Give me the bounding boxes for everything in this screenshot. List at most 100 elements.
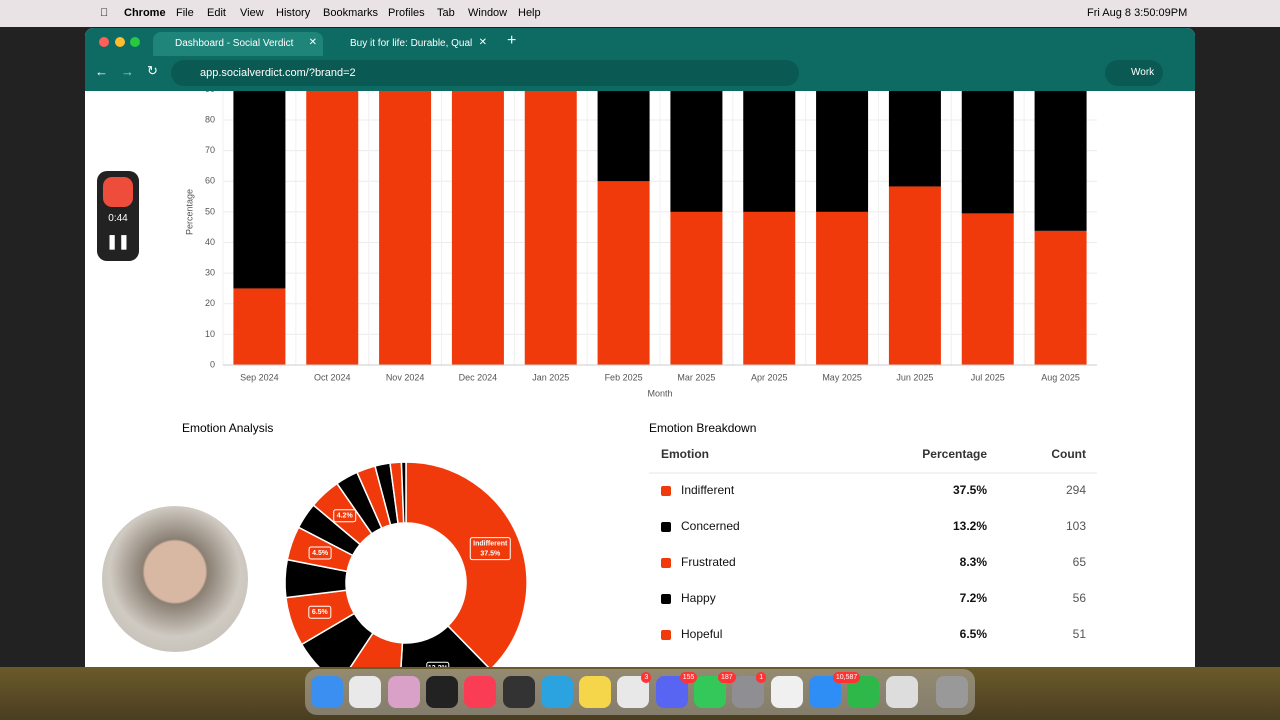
emotion-percentage: 8.3% bbox=[960, 555, 988, 569]
column-header: Emotion bbox=[661, 447, 709, 461]
bar-segment bbox=[961, 91, 1014, 214]
slice-value-label: 13.2% bbox=[428, 665, 449, 667]
menu-item[interactable]: Profiles bbox=[388, 7, 425, 19]
dock-app-icon[interactable] bbox=[935, 676, 968, 708]
x-tick-label: Feb 2025 bbox=[605, 372, 643, 382]
bar-segment bbox=[379, 91, 432, 365]
dock-app-icon[interactable] bbox=[464, 676, 497, 708]
tab[interactable]: Dashboard - Social Verdict ✕ bbox=[153, 32, 323, 56]
bar-segment bbox=[597, 181, 650, 365]
dock-badge: 10,587 bbox=[832, 672, 861, 683]
dock-app-icon[interactable] bbox=[349, 676, 382, 708]
emotion-swatch bbox=[661, 558, 671, 568]
menu-item[interactable]: Bookmarks bbox=[323, 7, 379, 19]
menu-item[interactable]: History bbox=[276, 7, 311, 19]
dock-badge: 1 bbox=[756, 672, 767, 683]
bar-segment bbox=[670, 211, 723, 365]
tab-bar: Dashboard - Social Verdict ✕ Buy it for l… bbox=[85, 28, 1195, 56]
apple-menu[interactable]:  bbox=[100, 7, 108, 19]
dock-badge: 187 bbox=[718, 672, 736, 683]
close-button[interactable] bbox=[99, 37, 109, 47]
toolbar: ← → ↻ app.socialverdict.com/?brand=2 Wor… bbox=[85, 56, 1195, 91]
section-title: Emotion Analysis bbox=[182, 421, 273, 435]
zoom-button[interactable] bbox=[130, 37, 140, 47]
x-axis-label: Month bbox=[647, 388, 672, 398]
bar-segment bbox=[888, 186, 941, 365]
bar-segment bbox=[233, 288, 286, 365]
menu-item[interactable]: File bbox=[176, 7, 194, 19]
slice-value-label: 4.2% bbox=[337, 513, 354, 520]
dock-app-icon[interactable] bbox=[502, 676, 535, 708]
slice-label-box bbox=[308, 546, 332, 560]
back-button[interactable]: ← bbox=[95, 64, 108, 79]
address-bar[interactable]: app.socialverdict.com/?brand=2 bbox=[171, 60, 799, 86]
reload-button[interactable]: ↻ bbox=[147, 63, 158, 78]
tab[interactable]: Buy it for life: Durable, Quality ✕ bbox=[328, 32, 493, 56]
emotion-swatch bbox=[661, 594, 671, 604]
menu-item[interactable]: Edit bbox=[207, 7, 226, 19]
dock-app-icon[interactable] bbox=[540, 676, 573, 708]
slice-value-label: 6.5% bbox=[312, 609, 329, 616]
emotion-name: Hopeful bbox=[681, 627, 722, 641]
emotion-name: Concerned bbox=[681, 519, 740, 533]
bar-segment bbox=[306, 91, 359, 365]
pause-button[interactable]: ❚❚ bbox=[106, 233, 130, 249]
dock-app-icon[interactable] bbox=[770, 676, 803, 708]
menu-item[interactable]: Tab bbox=[437, 7, 455, 19]
slice-label-box bbox=[333, 509, 357, 523]
tab-close[interactable]: ✕ bbox=[478, 37, 487, 48]
y-tick-label: 90 bbox=[205, 91, 215, 94]
bar-segment bbox=[451, 91, 504, 365]
new-tab-button[interactable]: + bbox=[507, 32, 517, 49]
dock-app-icon[interactable] bbox=[425, 676, 458, 708]
x-tick-label: Apr 2025 bbox=[751, 372, 788, 382]
bar-segment bbox=[743, 91, 796, 212]
bar-segment bbox=[597, 91, 650, 182]
emotion-count: 51 bbox=[1073, 627, 1087, 641]
emotion-swatch bbox=[661, 522, 671, 532]
slice-category: Indifferent bbox=[473, 541, 508, 548]
y-tick-label: 40 bbox=[205, 237, 215, 247]
y-tick-label: 10 bbox=[205, 329, 215, 339]
y-tick-label: 50 bbox=[205, 206, 215, 216]
dock-app-icon[interactable] bbox=[387, 676, 420, 708]
menu-item[interactable]: View bbox=[240, 7, 264, 19]
app-menu[interactable]: Chrome bbox=[124, 7, 166, 19]
menu-item[interactable]: Window bbox=[468, 7, 508, 19]
page-content: Emotion Analysis Emotion Breakdown Month… bbox=[85, 91, 1195, 667]
bar-segment bbox=[961, 213, 1014, 365]
url: app.socialverdict.com/?brand=2 bbox=[200, 67, 356, 79]
x-tick-label: Jul 2025 bbox=[971, 372, 1005, 382]
forward-button[interactable]: → bbox=[121, 64, 134, 79]
webcam-overlay bbox=[102, 506, 248, 652]
column-header: Count bbox=[1051, 447, 1086, 461]
window-controls bbox=[99, 37, 140, 47]
emotion-percentage: 37.5% bbox=[953, 483, 987, 497]
donut-slice bbox=[405, 461, 528, 667]
emotion-swatch bbox=[661, 486, 671, 496]
stop-recording-button[interactable] bbox=[103, 177, 133, 207]
slice-value-label: 4.5% bbox=[312, 550, 329, 557]
clock: Fri Aug 8 3:50:09PM bbox=[1087, 7, 1188, 19]
screen-recorder: 0:44 ❚❚ bbox=[97, 171, 139, 261]
x-tick-label: Sep 2024 bbox=[240, 372, 279, 382]
y-tick-label: 20 bbox=[205, 298, 215, 308]
slice-label-box bbox=[308, 605, 332, 619]
dock-app-icon[interactable] bbox=[885, 676, 918, 708]
bar-segment bbox=[1034, 230, 1087, 365]
y-axis-label: Percentage bbox=[184, 189, 194, 235]
tab-title: Dashboard - Social Verdict bbox=[175, 38, 294, 49]
menu-item[interactable]: Help bbox=[518, 7, 541, 19]
profile-name: Work bbox=[1131, 67, 1155, 78]
browser-window: Dashboard - Social Verdict ✕ Buy it for l… bbox=[85, 28, 1195, 667]
dock-app-icon[interactable] bbox=[311, 676, 343, 708]
y-tick-label: 30 bbox=[205, 268, 215, 278]
profile-button[interactable]: Work bbox=[1105, 60, 1163, 86]
minimize-button[interactable] bbox=[115, 37, 125, 47]
bar-segment bbox=[233, 91, 286, 289]
tab-close[interactable]: ✕ bbox=[308, 37, 317, 48]
emotion-name: Indifferent bbox=[681, 483, 735, 497]
bar-segment bbox=[888, 91, 941, 187]
dock-app-icon[interactable] bbox=[579, 676, 612, 708]
x-tick-label: Dec 2024 bbox=[459, 372, 498, 382]
